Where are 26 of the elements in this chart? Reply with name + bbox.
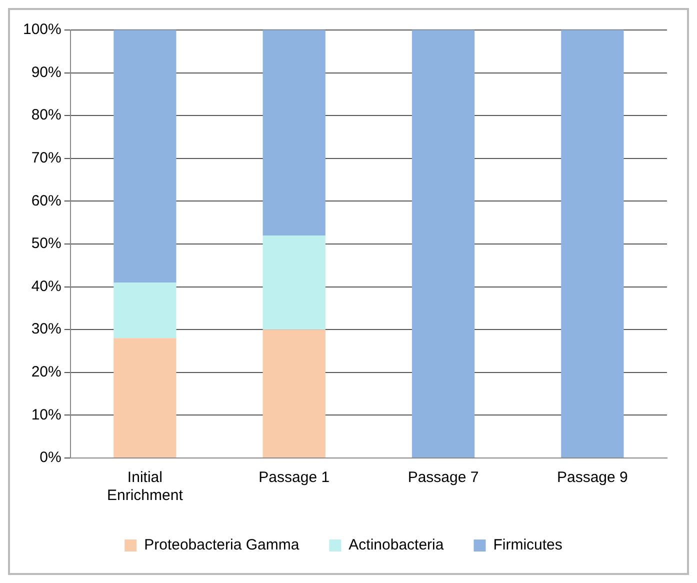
bar <box>262 235 326 330</box>
y-tick-label: 80% <box>31 106 62 124</box>
bar <box>114 30 176 283</box>
x-tick-label: Passage 7 <box>408 469 479 486</box>
legend-label: Actinobacteria <box>348 536 444 554</box>
bar <box>114 338 176 458</box>
x-tick-label: Passage 1 <box>258 469 330 486</box>
bar <box>114 282 176 338</box>
bar <box>412 30 475 458</box>
y-tick-label: 90% <box>31 64 62 81</box>
bar <box>262 330 326 458</box>
x-tick-label: Passage 9 <box>556 469 628 486</box>
x-tick-label: Initial Enrichment <box>107 469 184 504</box>
bar <box>262 30 326 236</box>
y-tick-label: 50% <box>31 235 62 252</box>
y-tick-label: 30% <box>31 320 62 338</box>
legend-label: Firmicutes <box>493 536 562 554</box>
y-tick-label: 60% <box>31 192 62 210</box>
y-tick-label: 0% <box>40 449 62 466</box>
legend-label: Proteobacteria Gamma <box>144 536 300 554</box>
y-tick-label: 40% <box>31 278 62 295</box>
y-tick-label: 20% <box>31 364 62 381</box>
y-tick-label: 10% <box>31 406 62 424</box>
y-tick-label: 100% <box>22 21 62 38</box>
y-tick-label: 70% <box>31 150 62 167</box>
bar <box>561 30 624 458</box>
